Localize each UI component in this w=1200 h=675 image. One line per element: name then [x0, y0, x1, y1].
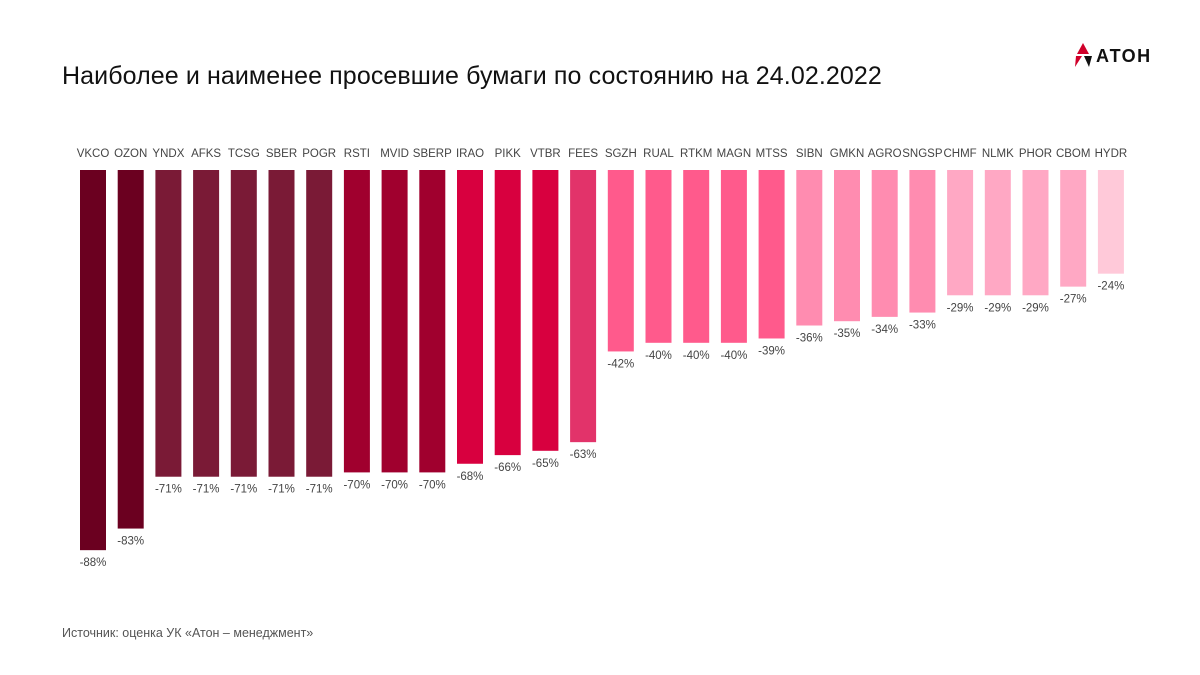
category-label: MVID: [380, 148, 409, 160]
bar-rsti: [343, 170, 370, 473]
bar-sibn: [796, 170, 823, 326]
value-label: -40%: [720, 350, 747, 362]
bar-tcsg: [230, 170, 257, 477]
category-label: MTSS: [756, 148, 788, 160]
aton-logo-wordmark: АТОН: [1096, 46, 1152, 66]
bar-sber: [268, 170, 295, 477]
value-label: -36%: [796, 333, 823, 345]
value-label: -42%: [607, 358, 634, 370]
bar-irao: [457, 170, 483, 464]
category-label: GMKN: [830, 148, 865, 160]
category-label: RUAL: [643, 148, 674, 160]
value-label: -33%: [909, 320, 936, 332]
bar-mvid: [381, 170, 408, 473]
source-note: Источник: оценка УК «Атон – менеджмент»: [62, 626, 314, 640]
category-label: NLMK: [982, 148, 1014, 160]
category-label: AGRO: [868, 148, 902, 160]
category-label: SBERP: [413, 148, 452, 160]
value-label: -27%: [1060, 294, 1087, 306]
category-label: PIKK: [495, 148, 522, 160]
value-label: -88%: [80, 557, 107, 569]
category-label: SIBN: [796, 148, 823, 160]
category-label: SGZH: [605, 148, 637, 160]
bar-pogr: [306, 170, 333, 477]
category-label: TCSG: [228, 148, 260, 160]
value-label: -65%: [532, 458, 559, 470]
value-label: -83%: [117, 536, 144, 548]
value-label: -63%: [570, 449, 597, 461]
bar-rual: [645, 170, 672, 343]
value-label: -24%: [1097, 281, 1124, 293]
value-label: -29%: [947, 302, 974, 314]
bar-sngsp: [909, 170, 936, 313]
bar-fees: [570, 170, 597, 443]
category-label: RTKM: [680, 148, 712, 160]
value-label: -71%: [155, 484, 182, 496]
value-label: -71%: [268, 484, 295, 496]
category-label: VKCO: [77, 148, 110, 160]
category-label: SBER: [266, 148, 297, 160]
category-label: OZON: [114, 148, 147, 160]
aton-logo-icon: [1075, 43, 1092, 67]
value-label: -29%: [984, 302, 1011, 314]
bar-pikk: [494, 170, 521, 456]
category-label: CHMF: [943, 148, 976, 160]
bar-phor: [1022, 170, 1049, 296]
aton-logo: АТОН: [1075, 43, 1152, 67]
value-label: -71%: [306, 484, 333, 496]
category-label: MAGN: [717, 148, 752, 160]
value-label: -70%: [419, 479, 446, 491]
bar-vtbr: [532, 170, 559, 451]
value-label: -70%: [343, 479, 370, 491]
bar-magn: [720, 170, 747, 343]
bar-afks: [193, 170, 220, 477]
category-label: AFKS: [191, 148, 221, 160]
value-label: -39%: [758, 345, 785, 357]
value-label: -40%: [645, 350, 672, 362]
category-label: FEES: [568, 148, 598, 160]
bar-gmkn: [834, 170, 860, 322]
value-label: -66%: [494, 462, 521, 474]
bar-agro: [871, 170, 898, 317]
bar-vkco: [80, 170, 106, 551]
bar-ozon: [117, 170, 144, 529]
value-label: -40%: [683, 350, 710, 362]
category-label: HYDR: [1095, 148, 1128, 160]
value-label: -29%: [1022, 302, 1049, 314]
bar-rtkm: [683, 170, 710, 343]
category-label: YNDX: [152, 148, 184, 160]
chart-title: Наиболее и наименее просевшие бумаги по …: [62, 62, 882, 90]
category-label: IRAO: [456, 148, 484, 160]
category-label: VTBR: [530, 148, 561, 160]
value-label: -70%: [381, 479, 408, 491]
category-label: RSTI: [344, 148, 370, 160]
bar-yndx: [155, 170, 182, 477]
category-label: SNGSP: [902, 148, 943, 160]
value-label: -34%: [871, 324, 898, 336]
value-label: -71%: [230, 484, 257, 496]
value-label: -68%: [457, 471, 484, 483]
bar-cbom: [1060, 170, 1087, 287]
bar-chmf: [947, 170, 974, 296]
bar-nlmk: [984, 170, 1011, 296]
category-label: PHOR: [1019, 148, 1052, 160]
category-label: POGR: [302, 148, 336, 160]
value-label: -71%: [193, 484, 220, 496]
bar-hydr: [1097, 170, 1124, 274]
category-label: CBOM: [1056, 148, 1091, 160]
value-label: -35%: [834, 328, 861, 340]
bar-mtss: [758, 170, 785, 339]
bar-sberp: [419, 170, 446, 473]
bar-sgzh: [607, 170, 634, 352]
